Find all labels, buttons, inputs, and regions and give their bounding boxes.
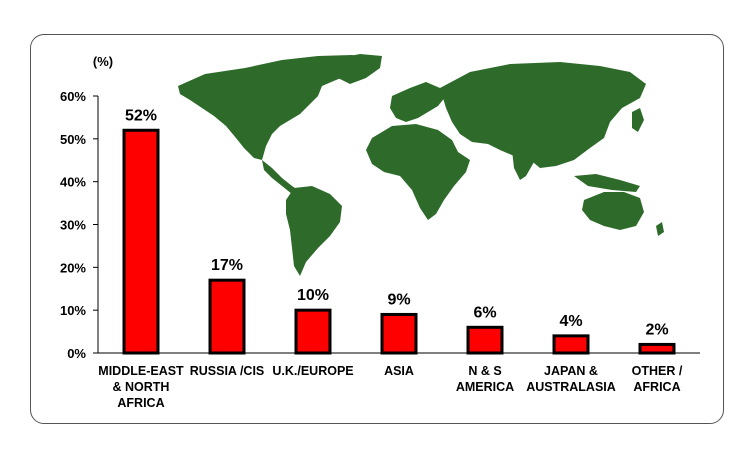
map-africa xyxy=(366,124,470,220)
category-label: U.K./EUROPE xyxy=(272,364,353,378)
bars xyxy=(122,128,676,355)
bar xyxy=(638,342,676,355)
map-central-america xyxy=(262,160,298,194)
bar xyxy=(122,128,160,355)
map-indonesia xyxy=(574,174,640,192)
y-tick-label: 50% xyxy=(60,132,86,147)
data-label: 10% xyxy=(297,287,329,304)
data-label: 2% xyxy=(645,321,668,338)
category-label: AFRICA xyxy=(117,396,164,410)
bar xyxy=(208,278,246,355)
category-label: N & S xyxy=(468,364,501,378)
map-europe xyxy=(390,82,446,122)
data-label: 17% xyxy=(211,257,243,274)
data-label: 4% xyxy=(559,313,582,330)
category-label: AFRICA xyxy=(633,380,680,394)
map-north-america xyxy=(178,55,372,160)
map-japan xyxy=(632,108,644,132)
map-new-zealand xyxy=(656,222,664,236)
map-australia xyxy=(582,192,644,230)
y-ticks: 0% 10% 20% 30% 40% 50% 60% xyxy=(60,89,98,361)
map-asia xyxy=(440,62,646,168)
y-tick-label: 0% xyxy=(67,346,86,361)
data-label: 6% xyxy=(473,304,496,321)
data-label: 9% xyxy=(387,291,410,308)
category-label: MIDDLE-EAST xyxy=(98,364,184,378)
category-label: AUSTRALASIA xyxy=(526,380,616,394)
category-label: & NORTH xyxy=(113,380,170,394)
category-label: ASIA xyxy=(384,364,414,378)
bar xyxy=(380,312,418,355)
y-tick-label: 20% xyxy=(60,260,86,275)
y-tick-label: 30% xyxy=(60,218,86,233)
category-label: AMERICA xyxy=(456,380,514,394)
bar xyxy=(552,334,590,355)
category-label: RUSSIA /CIS xyxy=(190,364,265,378)
bar xyxy=(294,308,332,355)
y-tick-label: 40% xyxy=(60,175,86,190)
map-india xyxy=(512,150,534,180)
data-labels: 52% 17% 10% 9% 6% 4% 2% xyxy=(125,107,669,338)
map-south-america xyxy=(286,186,342,276)
y-axis-unit: (%) xyxy=(93,54,113,69)
category-labels: MIDDLE-EAST & NORTH AFRICA RUSSIA /CIS U.K./… xyxy=(98,364,683,410)
data-label: 52% xyxy=(125,107,157,124)
category-label: JAPAN & xyxy=(544,364,598,378)
world-map-icon xyxy=(178,54,664,276)
map-greenland xyxy=(330,54,382,84)
y-tick-label: 60% xyxy=(60,89,86,104)
bar xyxy=(466,325,504,355)
category-label: OTHER / xyxy=(632,364,683,378)
y-tick-label: 10% xyxy=(60,303,86,318)
